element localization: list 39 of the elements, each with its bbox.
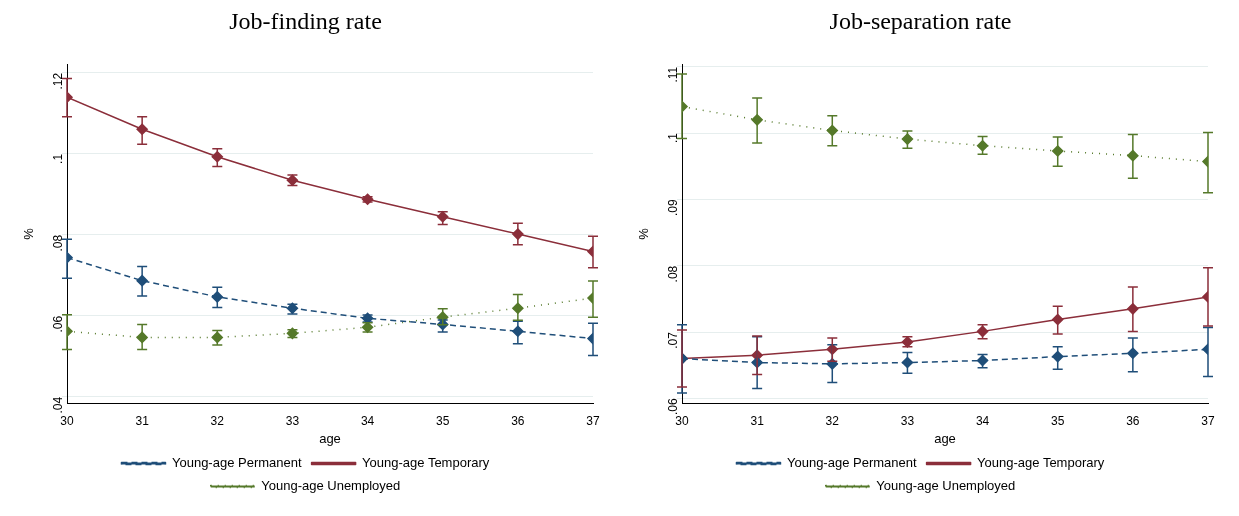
legend-label: Young-age Permanent xyxy=(171,455,302,471)
x-tick-label: 34 xyxy=(975,413,990,428)
y-tick-label: .08 xyxy=(666,265,681,283)
x-tick-label: 31 xyxy=(750,413,765,428)
x-axis-title: age xyxy=(934,430,956,446)
y-tick-label: .1 xyxy=(51,153,66,164)
x-tick-label: 33 xyxy=(900,413,915,428)
y-tick-label: .11 xyxy=(666,66,681,83)
x-tick-label: 35 xyxy=(436,413,450,428)
y-tick-label: .04 xyxy=(51,396,66,414)
y-tick-label: .1 xyxy=(666,132,681,144)
y-axis-title: % xyxy=(636,227,652,240)
y-tick-label: .09 xyxy=(666,199,681,217)
x-tick-label: 30 xyxy=(675,413,689,428)
legend-label: Young-age Unemployed xyxy=(876,478,1016,494)
x-tick-label: 35 xyxy=(1051,413,1065,428)
x-tick-label: 33 xyxy=(285,413,300,428)
chart-title: Job-finding rate xyxy=(229,7,382,34)
x-tick-label: 32 xyxy=(825,413,840,428)
x-tick-label: 32 xyxy=(210,413,225,428)
legend-label: Young-age Unemployed xyxy=(261,478,401,494)
y-tick-label: .06 xyxy=(666,398,681,416)
x-tick-label: 36 xyxy=(1126,413,1140,428)
x-axis-title: age xyxy=(319,430,341,446)
legend-label: Young-age Temporary xyxy=(977,455,1105,471)
x-tick-label: 37 xyxy=(586,413,600,428)
x-tick-label: 30 xyxy=(60,413,74,428)
x-tick-label: 37 xyxy=(1201,413,1215,428)
y-axis-title: % xyxy=(21,227,37,240)
legend-label: Young-age Permanent xyxy=(786,455,917,471)
x-tick-label: 34 xyxy=(360,413,375,428)
y-tick-label: .07 xyxy=(666,331,681,349)
x-tick-label: 31 xyxy=(135,413,150,428)
y-tick-label: .06 xyxy=(51,315,66,333)
chart-title: Job-separation rate xyxy=(829,7,1012,34)
legend-label: Young-age Temporary xyxy=(362,455,490,471)
x-tick-label: 36 xyxy=(511,413,525,428)
y-tick-label: .12 xyxy=(51,72,66,90)
y-tick-label: .08 xyxy=(51,234,66,252)
